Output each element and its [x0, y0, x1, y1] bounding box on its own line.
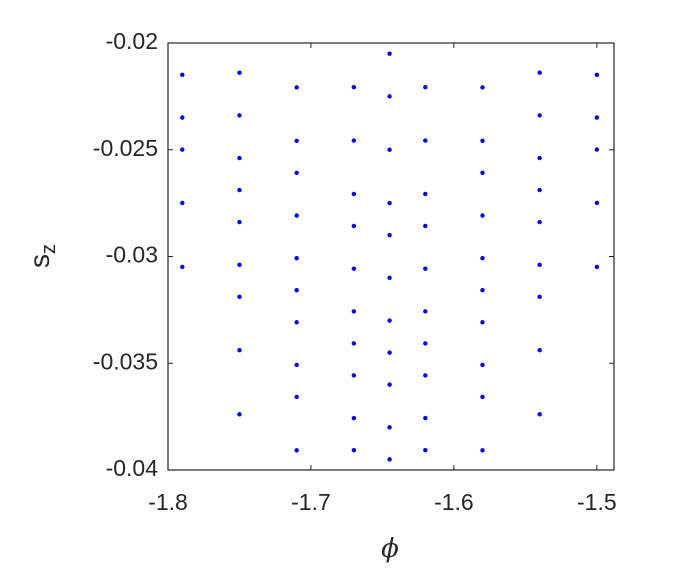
- point: [387, 457, 392, 462]
- x-tick-label: -1.5: [577, 489, 617, 515]
- point: [351, 266, 357, 271]
- point: [537, 219, 542, 225]
- point: [423, 138, 428, 143]
- point: [480, 85, 485, 90]
- point: [180, 115, 185, 120]
- point: [294, 288, 299, 293]
- point: [594, 200, 600, 206]
- point: [480, 213, 485, 218]
- point: [594, 264, 600, 270]
- point: [480, 256, 485, 261]
- point: [387, 51, 392, 56]
- y-tick-label: -0.035: [93, 348, 158, 374]
- point: [537, 262, 542, 268]
- point: [537, 294, 542, 300]
- point: [237, 262, 242, 268]
- point: [294, 85, 299, 90]
- point: [294, 362, 299, 368]
- point: [237, 70, 242, 75]
- point: [351, 191, 357, 197]
- point: [180, 72, 185, 78]
- point: [237, 155, 242, 161]
- point: [423, 415, 428, 421]
- point: [237, 219, 242, 225]
- point: [537, 348, 542, 353]
- x-tick-label: -1.7: [291, 489, 331, 515]
- point: [387, 318, 392, 323]
- point: [480, 170, 485, 176]
- point: [387, 382, 392, 387]
- point: [480, 288, 485, 293]
- point: [480, 362, 485, 368]
- point: [294, 394, 299, 400]
- x-tick-label: -1.8: [148, 489, 188, 515]
- point: [237, 294, 242, 300]
- point: [423, 309, 428, 314]
- point: [423, 223, 428, 229]
- point: [387, 275, 392, 281]
- point: [237, 348, 242, 353]
- point: [594, 72, 600, 78]
- point: [387, 200, 392, 206]
- point: [537, 155, 542, 161]
- point: [480, 394, 485, 400]
- y-tick-label: -0.02: [106, 28, 158, 54]
- point: [351, 341, 357, 346]
- y-axis-label: sz: [24, 244, 60, 268]
- point: [180, 264, 185, 270]
- point: [423, 373, 428, 378]
- x-tick-label: -1.6: [434, 489, 474, 515]
- point: [537, 113, 542, 118]
- point: [294, 448, 299, 453]
- point: [351, 84, 357, 90]
- point: [423, 341, 428, 346]
- point: [294, 170, 299, 176]
- y-axis-label-base: s: [24, 254, 55, 268]
- point: [594, 115, 600, 120]
- point: [423, 447, 428, 453]
- point: [537, 187, 542, 193]
- point: [294, 256, 299, 261]
- point: [480, 320, 485, 325]
- point: [237, 412, 242, 417]
- point: [537, 70, 542, 75]
- point: [180, 147, 185, 152]
- point: [480, 138, 485, 143]
- point: [423, 266, 428, 271]
- point: [351, 223, 357, 229]
- point: [387, 350, 392, 355]
- point: [537, 412, 542, 417]
- point: [594, 147, 600, 152]
- y-axis-label-subscript: z: [38, 244, 60, 254]
- point: [180, 200, 185, 206]
- point: [423, 84, 428, 90]
- point: [351, 309, 357, 314]
- point: [294, 213, 299, 218]
- point: [294, 320, 299, 325]
- y-tick-label: -0.025: [93, 135, 158, 161]
- y-tick-label: -0.03: [106, 242, 158, 268]
- point: [237, 187, 242, 193]
- point: [237, 113, 242, 118]
- point: [387, 232, 392, 238]
- y-tick-label: -0.04: [106, 455, 159, 481]
- point: [387, 94, 392, 99]
- point: [351, 138, 357, 143]
- point: [387, 425, 392, 430]
- point: [351, 447, 357, 453]
- point: [294, 138, 299, 143]
- point: [351, 415, 357, 421]
- x-axis-label: ϕ: [381, 534, 399, 564]
- point: [351, 373, 357, 378]
- point: [480, 448, 485, 453]
- point: [423, 191, 428, 197]
- point: [387, 147, 392, 152]
